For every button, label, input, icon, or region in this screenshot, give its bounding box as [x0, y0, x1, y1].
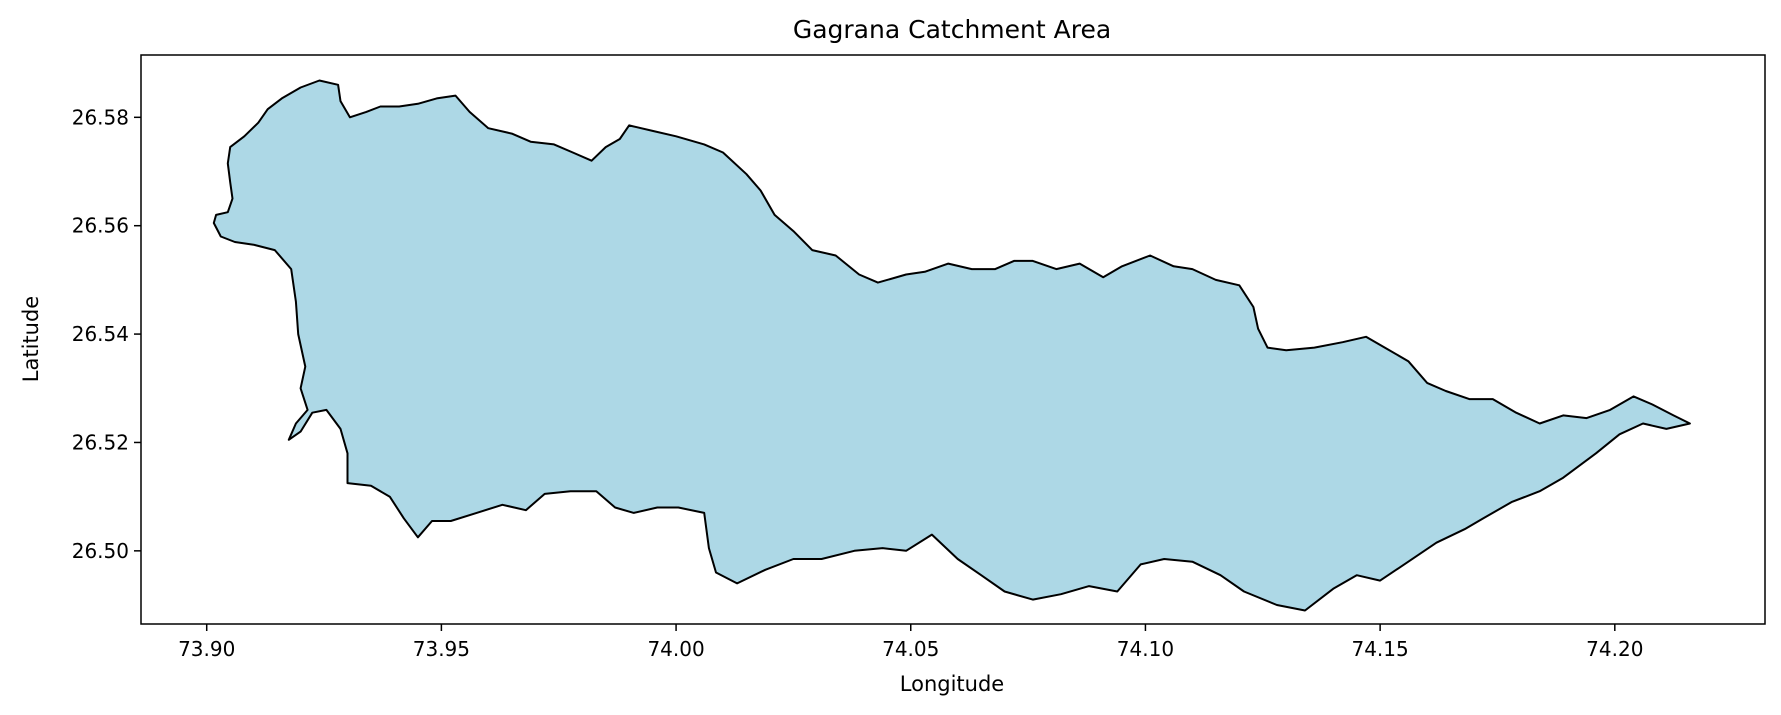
plot-frame — [140, 54, 1766, 625]
y-axis: 26.50 26.52 26.54 26.56 26.58 — [72, 105, 141, 563]
x-tick-label: 74.10 — [1117, 637, 1174, 661]
chart-title: Gagrana Catchment Area — [793, 15, 1111, 44]
y-axis-label: Latitude — [19, 296, 43, 382]
y-tick-label: 26.50 — [72, 539, 129, 563]
x-axis-label: Longitude — [900, 672, 1004, 696]
y-tick-label: 26.58 — [72, 105, 129, 129]
x-tick-label: 74.05 — [882, 637, 939, 661]
x-tick-label: 73.95 — [413, 637, 470, 661]
x-tick-label: 74.15 — [1351, 637, 1408, 661]
y-tick-label: 26.56 — [72, 214, 129, 238]
x-tick-label: 73.90 — [178, 637, 235, 661]
y-tick-label: 26.54 — [72, 322, 129, 346]
plot-area — [212, 79, 1691, 612]
catchment-polygon — [212, 79, 1691, 612]
y-tick-label: 26.52 — [72, 430, 129, 454]
x-axis: 73.90 73.95 74.00 74.05 74.10 74.15 74.20 — [178, 624, 1643, 661]
x-tick-label: 74.00 — [647, 637, 704, 661]
x-tick-label: 74.20 — [1586, 637, 1643, 661]
